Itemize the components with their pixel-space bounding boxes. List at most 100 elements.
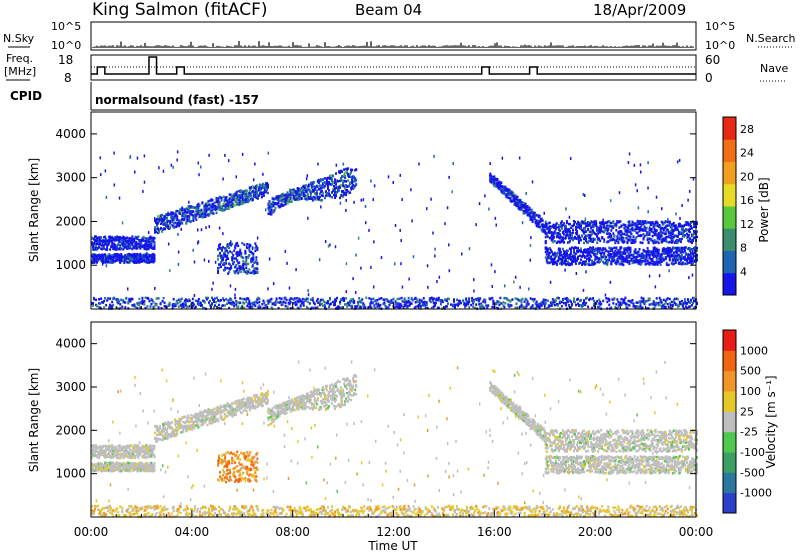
- echo-cell: [553, 239, 556, 243]
- echo-cell: [585, 237, 588, 240]
- echo-cell: [654, 252, 657, 255]
- echo-cell: [547, 252, 550, 256]
- echo-cell: [186, 305, 189, 308]
- echo-cell: [676, 228, 679, 231]
- echo-cell: [555, 234, 558, 237]
- echo-cell: [609, 233, 612, 237]
- echo-cell: [624, 229, 627, 233]
- echo-cell: [216, 296, 219, 300]
- echo-cell: [597, 237, 600, 240]
- echo-cell: [369, 305, 372, 308]
- echo-cell: [689, 240, 692, 244]
- echo-cell: [236, 268, 239, 272]
- echo-cell: [491, 176, 494, 180]
- echo-cell: [604, 228, 607, 232]
- echo-cell: [593, 249, 596, 253]
- echo-cell: [690, 248, 693, 252]
- echo-cell: [298, 193, 301, 197]
- echo-cell: [282, 193, 285, 196]
- echo-cell: [456, 303, 459, 306]
- echo-cell: [116, 258, 119, 262]
- echo-cell: [157, 215, 160, 218]
- echo-cell: [692, 222, 695, 226]
- echo-cell: [159, 218, 162, 222]
- echo-cell: [196, 302, 199, 305]
- echo-cell: [604, 257, 607, 261]
- echo-cell: [582, 250, 585, 254]
- echo-cell: [680, 257, 683, 260]
- echo-cell: [559, 221, 562, 225]
- echo-cell: [612, 226, 615, 229]
- echo-cell: [290, 191, 293, 195]
- echo-cell: [600, 226, 603, 229]
- echo-cell: [559, 253, 562, 256]
- echo-cell: [424, 306, 427, 310]
- echo-cell: [600, 229, 603, 232]
- echo-cell: [133, 256, 136, 259]
- echo-cell: [233, 270, 236, 273]
- echo-cell: [249, 302, 252, 306]
- echo-cell: [432, 305, 435, 308]
- echo-cell: [205, 210, 208, 213]
- echo-cell: [219, 251, 222, 255]
- echo-cell: [629, 246, 632, 250]
- echo-cell: [124, 240, 127, 243]
- echo-cell: [416, 305, 419, 308]
- echo-cell: [524, 306, 527, 310]
- echo-cell: [319, 178, 322, 181]
- echo-cell: [632, 239, 635, 242]
- echo-cell: [570, 224, 573, 228]
- echo-cell: [498, 300, 501, 304]
- echo-cell: [481, 304, 484, 308]
- echo-cell: [194, 305, 197, 309]
- echo-cell: [235, 264, 238, 267]
- echo-cell: [671, 254, 674, 257]
- echo-cell: [662, 237, 665, 240]
- echo-cell: [686, 253, 689, 256]
- echo-cell: [550, 231, 553, 234]
- echo-cell: [168, 219, 171, 223]
- echo-cell: [315, 191, 318, 195]
- echo-cell: [142, 237, 145, 241]
- echo-cell: [124, 301, 127, 304]
- echo-cell: [511, 298, 514, 301]
- echo-cell: [123, 236, 126, 239]
- echo-cell: [127, 261, 130, 264]
- echo-cell: [588, 236, 591, 240]
- echo-cell: [655, 240, 658, 243]
- echo-cell: [621, 240, 624, 243]
- echo-cell: [583, 262, 586, 265]
- echo-cell: [219, 206, 222, 209]
- echo-cell: [349, 301, 352, 305]
- echo-cell: [641, 252, 644, 255]
- echo-cell: [621, 262, 624, 266]
- echo-cell: [270, 306, 273, 309]
- echo-cell: [154, 219, 157, 222]
- echo-cell: [579, 249, 582, 252]
- echo-cell: [677, 233, 680, 236]
- echo-cell: [554, 227, 557, 231]
- echo-cell: [557, 228, 560, 232]
- echo-cell: [357, 303, 360, 307]
- echo-cell: [555, 241, 558, 245]
- echo-cell: [285, 200, 288, 204]
- echo-cell: [207, 208, 210, 211]
- echo-cell: [556, 240, 559, 244]
- echo-cell: [446, 297, 449, 301]
- echo-cell: [587, 253, 590, 257]
- echo-cell: [334, 191, 337, 194]
- echo-cell: [218, 266, 221, 270]
- echo-cell: [119, 247, 122, 250]
- echo-cell: [608, 252, 611, 255]
- echo-cell: [318, 192, 321, 196]
- echo-cell: [664, 232, 667, 236]
- echo-cell: [591, 251, 594, 254]
- echo-cell: [228, 203, 231, 206]
- echo-cell: [515, 204, 518, 208]
- echo-cell: [123, 258, 126, 262]
- echo-cell: [601, 236, 604, 239]
- echo-cell: [661, 249, 664, 253]
- echo-cell: [620, 230, 623, 233]
- echo-cell: [655, 247, 658, 251]
- echo-cell: [546, 256, 549, 259]
